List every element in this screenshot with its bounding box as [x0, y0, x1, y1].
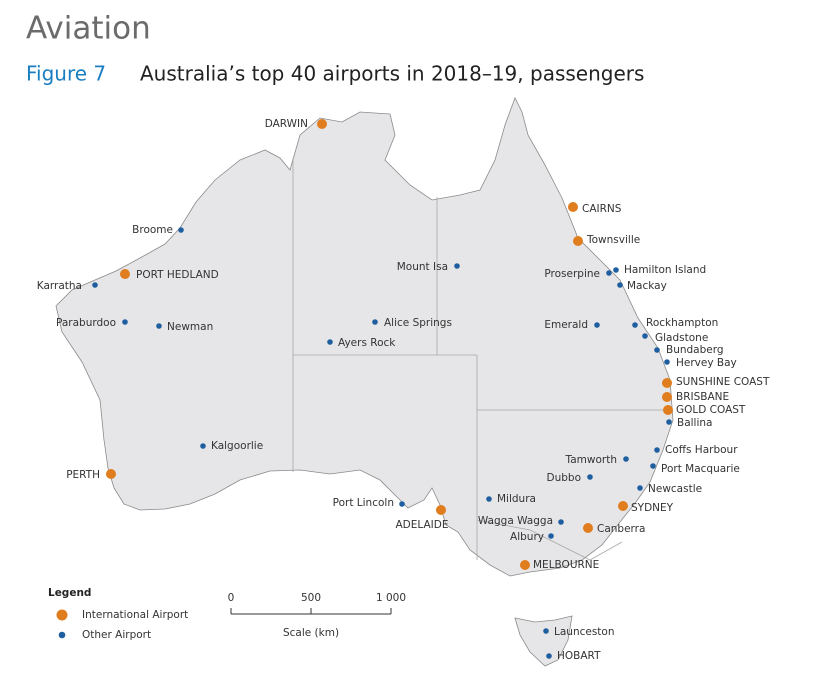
international-airport-dot: [568, 202, 578, 212]
scale-label: Scale (km): [283, 627, 339, 639]
figure-number: Figure 7: [26, 62, 106, 86]
other-airport-dot: [623, 456, 629, 462]
other-airport-dot: [654, 347, 660, 353]
other-airport-dot: [156, 323, 162, 329]
airport-label: SYDNEY: [631, 502, 674, 514]
scale-tick-label: 500: [301, 592, 321, 604]
airport-label: Proserpine: [544, 268, 600, 280]
figure-title: Australia’s top 40 airports in 2018–19, …: [140, 62, 644, 86]
airport-label: Mildura: [497, 493, 536, 505]
airport-label: Townsville: [586, 234, 640, 246]
legend-marker: [58, 631, 66, 639]
airport-label: PORT HEDLAND: [136, 269, 219, 281]
airport-label: Wagga Wagga: [478, 515, 553, 527]
airport-label: Canberra: [597, 523, 645, 535]
airport-label: Emerald: [544, 319, 588, 331]
other-airport-dot: [632, 322, 638, 328]
international-airport-dot: [573, 236, 583, 246]
airport-label: Tamworth: [565, 454, 617, 466]
other-airport-dot: [200, 443, 206, 449]
other-airport-dot: [642, 333, 648, 339]
airport-label: Newcastle: [648, 483, 702, 495]
legend-marker: [56, 609, 68, 621]
scale-tick-label: 0: [228, 592, 235, 604]
airport-label: Ayers Rock: [338, 337, 396, 349]
international-airport-dot: [662, 392, 672, 402]
other-airport-dot: [587, 474, 593, 480]
other-airport-dot: [543, 628, 549, 634]
airport-label: Launceston: [554, 626, 615, 638]
airport-label: Port Lincoln: [333, 497, 394, 509]
other-airport-dot: [546, 653, 552, 659]
other-airport-dot: [548, 533, 554, 539]
international-airport-dot: [106, 469, 116, 479]
airport-label: PERTH: [66, 469, 100, 481]
airport-label: Mount Isa: [397, 261, 448, 273]
airport-label: SUNSHINE COAST: [676, 376, 770, 388]
airport-label: Alice Springs: [384, 317, 452, 329]
state-borders: [292, 158, 668, 561]
other-airport-dot: [654, 447, 660, 453]
scale-bar: [230, 608, 392, 615]
international-airport-dot: [120, 269, 130, 279]
other-airport-dot: [454, 263, 460, 269]
airport-label: ADELAIDE: [396, 519, 449, 531]
airport-label: Broome: [132, 224, 173, 236]
other-airport-dot: [486, 496, 492, 502]
international-airport-dot: [663, 405, 673, 415]
other-airport-dot: [613, 267, 619, 273]
airport-label: MELBOURNE: [533, 559, 599, 571]
tasmania: [514, 615, 573, 667]
airport-label: Kalgoorlie: [211, 440, 263, 452]
other-airport-dot: [594, 322, 600, 328]
other-airport-dot: [327, 339, 333, 345]
other-airport-dot: [122, 319, 128, 325]
airport-label: BRISBANE: [676, 391, 729, 403]
airport-label: Port Macquarie: [661, 463, 740, 475]
other-airport-dot: [637, 485, 643, 491]
international-airport-dot: [618, 501, 628, 511]
other-airport-dot: [178, 227, 184, 233]
airport-label: Bundaberg: [666, 344, 724, 356]
airport-label: Dubbo: [547, 472, 582, 484]
airport-label: Gladstone: [655, 332, 708, 344]
airport-label: Hamilton Island: [624, 264, 706, 276]
airport-label: Ballina: [677, 417, 712, 429]
international-airport-dot: [520, 560, 530, 570]
airport-label: Rockhampton: [646, 317, 718, 329]
international-airport-dot: [583, 523, 593, 533]
other-airport-dot: [666, 419, 672, 425]
international-airport-dot: [317, 119, 327, 129]
legend-title: Legend: [48, 587, 91, 599]
legend-label: International Airport: [82, 609, 188, 621]
legend: Legend: [48, 587, 91, 599]
international-airport-dot: [436, 505, 446, 515]
other-airport-dot: [372, 319, 378, 325]
airport-label: Hervey Bay: [676, 357, 737, 369]
other-airport-dot: [606, 270, 612, 276]
airport-label: Mackay: [627, 280, 667, 292]
other-airport-dot: [617, 282, 623, 288]
airport-label: Newman: [167, 321, 213, 333]
scale-tick-label: 1 000: [376, 592, 406, 604]
airport-label: Paraburdoo: [56, 317, 116, 329]
legend-label: Other Airport: [82, 629, 151, 641]
section-title: Aviation: [26, 11, 151, 47]
airport-label: Coffs Harbour: [665, 444, 738, 456]
other-airport-dot: [650, 463, 656, 469]
other-airport-dot: [664, 359, 670, 365]
airport-label: GOLD COAST: [676, 404, 746, 416]
mainland: [55, 96, 674, 577]
airport-label: Albury: [510, 531, 544, 543]
airport-label: HOBART: [557, 650, 601, 662]
airport-label: CAIRNS: [582, 203, 622, 215]
other-airport-dot: [92, 282, 98, 288]
other-airport-dot: [399, 501, 405, 507]
other-airport-dot: [558, 519, 564, 525]
airport-label: DARWIN: [265, 118, 308, 130]
international-airport-dot: [662, 378, 672, 388]
airport-label: Karratha: [37, 280, 82, 292]
landmass: [55, 96, 674, 667]
